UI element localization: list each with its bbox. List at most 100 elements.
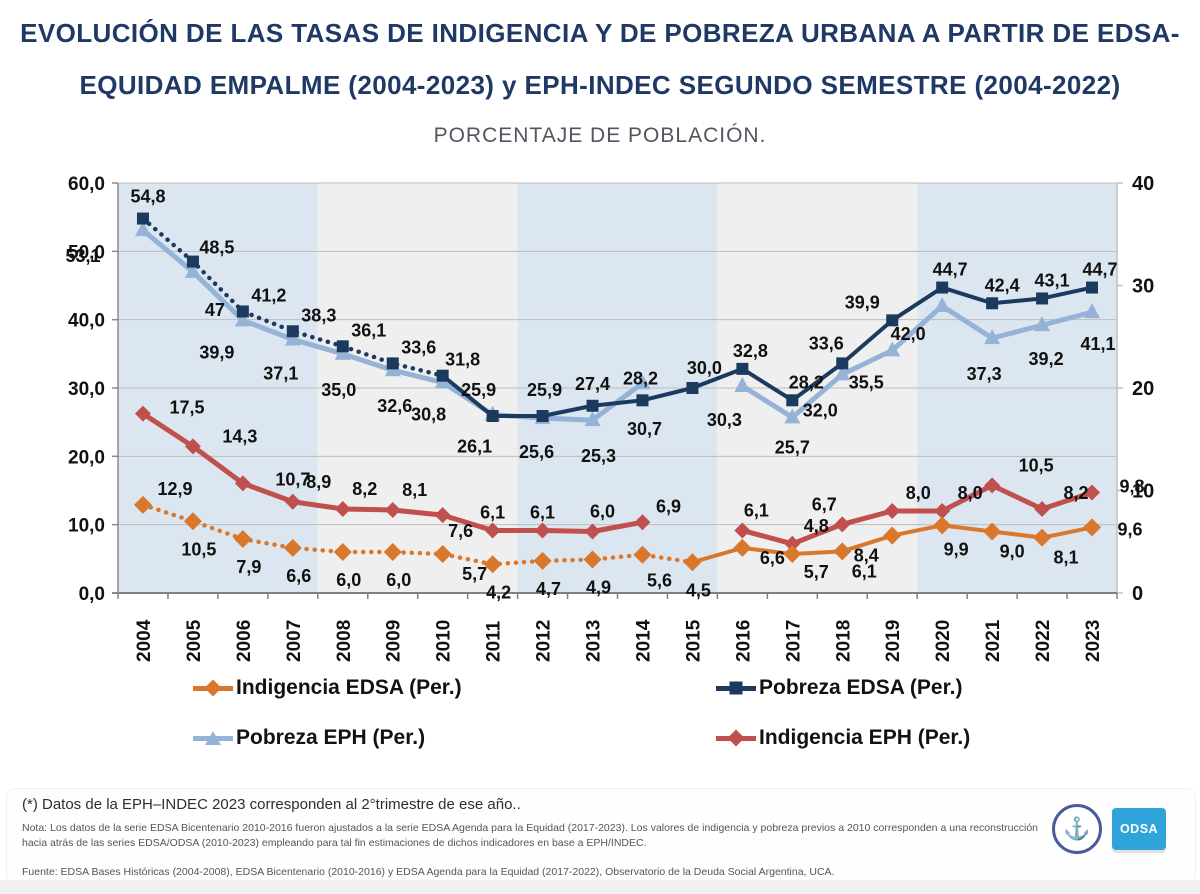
data-point-marker xyxy=(383,543,402,561)
data-label: 35,0 xyxy=(321,380,356,400)
data-label: 26,1 xyxy=(457,437,492,457)
data-label: 47 xyxy=(205,300,225,320)
data-point-marker xyxy=(783,545,802,564)
data-label: 5,7 xyxy=(462,564,487,584)
data-label: 44,7 xyxy=(933,260,968,280)
year-tick-label: 2015 xyxy=(683,619,704,662)
data-point-marker xyxy=(884,503,901,519)
data-point-marker xyxy=(533,551,552,570)
data-label: 8,2 xyxy=(1064,483,1089,503)
data-label: 25,7 xyxy=(775,437,810,457)
data-label: 4,5 xyxy=(686,580,711,600)
data-label: 30,8 xyxy=(411,405,446,425)
series-pobreza-edsa-per- xyxy=(136,212,1099,423)
data-label: 36,1 xyxy=(351,320,386,340)
data-point-marker xyxy=(586,399,599,412)
data-label: 8,1 xyxy=(1054,548,1079,568)
data-point-marker xyxy=(233,530,252,549)
data-point-marker xyxy=(634,374,651,390)
data-label: 39,9 xyxy=(845,292,880,312)
legend-label: Pobreza EDSA (Per.) xyxy=(759,676,963,699)
data-point-marker xyxy=(986,297,999,310)
data-label: 10,7 xyxy=(275,469,310,489)
data-point-marker xyxy=(933,516,952,535)
footnote-fuente: Fuente: EDSA Bases Históricas (2004-2008… xyxy=(22,866,835,878)
data-point-marker xyxy=(934,503,951,519)
data-point-marker xyxy=(384,501,401,518)
year-tick-label: 2008 xyxy=(334,620,355,662)
series-line xyxy=(441,285,1093,419)
data-label: 33,6 xyxy=(809,333,844,353)
legend-label: Indigencia EDSA (Per.) xyxy=(236,676,462,699)
data-label: 6,6 xyxy=(286,566,311,586)
data-label: 6,1 xyxy=(480,502,505,522)
data-point-marker xyxy=(436,369,449,382)
data-point-marker xyxy=(134,221,151,237)
data-point-marker xyxy=(583,550,602,569)
data-point-marker xyxy=(186,255,199,268)
logos: ⚓ ODSA xyxy=(1052,804,1166,854)
data-label: 27,4 xyxy=(575,374,610,394)
year-tick-label: 2011 xyxy=(484,620,505,662)
data-point-marker xyxy=(633,545,652,564)
right-axis-tick-label: 30 xyxy=(1132,276,1154,298)
data-point-marker xyxy=(784,408,801,424)
data-point-marker xyxy=(334,500,351,517)
data-label: 7,9 xyxy=(236,557,261,577)
data-point-marker xyxy=(1036,292,1049,305)
data-label: 4,7 xyxy=(536,579,561,599)
data-point-marker xyxy=(1084,303,1101,319)
data-label: 4,8 xyxy=(804,516,829,536)
footnote-card xyxy=(6,788,1196,884)
data-point-marker xyxy=(536,410,549,423)
data-label: 25,9 xyxy=(461,380,496,400)
data-point-marker xyxy=(234,475,251,492)
data-point-marker xyxy=(134,405,151,422)
data-point-marker xyxy=(634,514,651,531)
series-pobreza-eph-per- xyxy=(134,221,1101,427)
data-label: 6,9 xyxy=(656,496,681,516)
left-axis-tick-label: 50,0 xyxy=(68,242,105,263)
footnote-asterisk: (*) Datos de la EPH–INDEC 2023 correspon… xyxy=(22,796,521,813)
data-point-marker xyxy=(234,311,251,327)
data-label: 10,5 xyxy=(181,539,216,559)
data-point-marker xyxy=(534,522,551,539)
data-point-marker xyxy=(1083,518,1102,537)
left-axis-tick-label: 0,0 xyxy=(79,584,105,605)
data-label: 8,2 xyxy=(352,479,377,499)
data-point-marker xyxy=(334,344,351,360)
data-label: 37,3 xyxy=(967,364,1002,384)
series-line xyxy=(741,482,1093,547)
right-axis-tick-label: 20 xyxy=(1132,378,1154,400)
footnote-nota: Nota: Los datos de la serie EDSA Bicente… xyxy=(22,822,1038,849)
year-tick-label: 2010 xyxy=(434,620,455,662)
data-label: 7,6 xyxy=(448,521,473,541)
year-tick-label: 2007 xyxy=(284,620,305,662)
data-point-marker xyxy=(433,545,452,564)
data-label: 8,9 xyxy=(306,472,331,492)
data-point-marker xyxy=(284,330,301,346)
data-point-marker xyxy=(984,477,1001,494)
data-label: 37,1 xyxy=(263,363,298,383)
year-tick-label: 2004 xyxy=(134,619,155,662)
chart-title-line2: EQUIDAD EMPALME (2004-2023) y EPH-INDEC … xyxy=(79,70,1121,100)
data-point-marker xyxy=(886,314,899,327)
data-label: 6,0 xyxy=(386,570,411,590)
year-tick-label: 2017 xyxy=(783,620,804,662)
data-label: 43,1 xyxy=(1035,270,1070,290)
data-point-marker xyxy=(1034,500,1051,517)
year-tick-label: 2006 xyxy=(234,620,255,662)
data-point-marker xyxy=(784,535,801,552)
data-label: 42,4 xyxy=(985,275,1020,295)
data-point-marker xyxy=(734,376,751,392)
data-point-marker xyxy=(184,438,201,455)
data-label: 6,1 xyxy=(744,500,769,520)
year-tick-label: 2019 xyxy=(883,620,904,662)
data-point-marker xyxy=(136,212,149,225)
data-label: 25,3 xyxy=(581,446,616,466)
data-label: 33,6 xyxy=(401,337,436,357)
data-point-marker xyxy=(236,305,249,318)
data-label: 39,9 xyxy=(199,342,234,362)
left-axis-tick-label: 30,0 xyxy=(68,379,105,400)
